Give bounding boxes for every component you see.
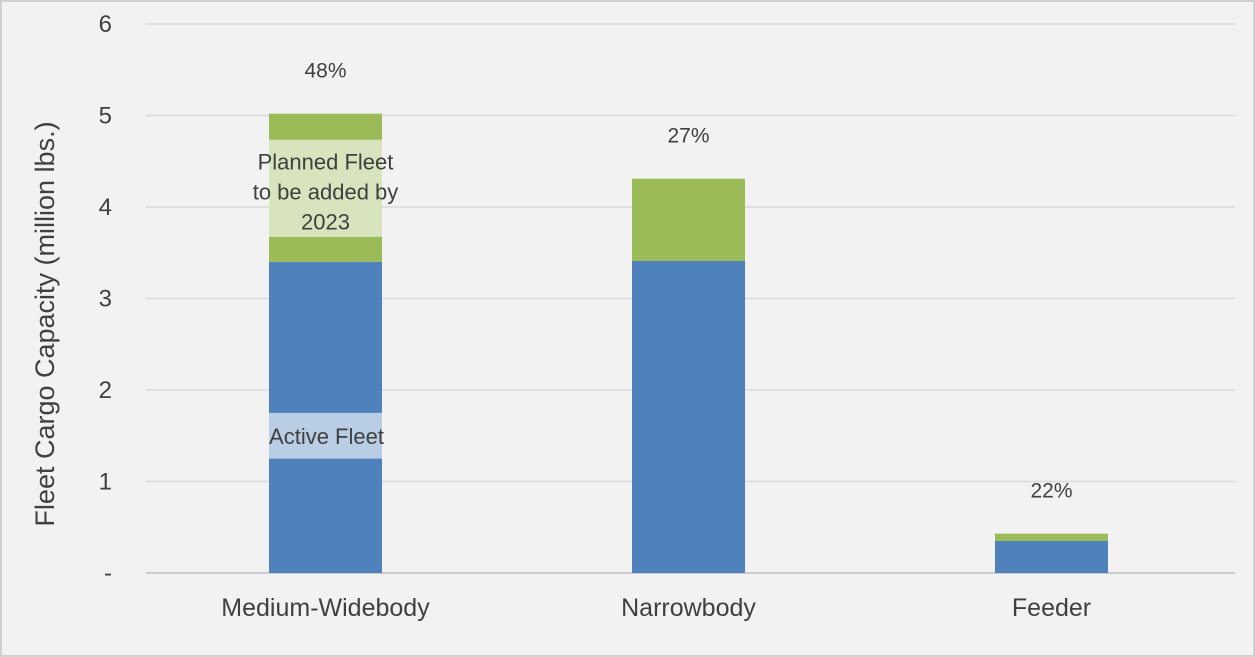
annotation-planned-line: to be added by	[253, 180, 399, 205]
x-axis-categories: Medium-Widebody Narrowbody Feeder	[221, 594, 1091, 622]
y-tick-label: -	[104, 560, 112, 587]
annotation-box-planned	[269, 139, 382, 237]
bar-segment	[995, 533, 1108, 541]
annotation-planned-line: Planned Fleet	[258, 150, 394, 175]
percent-labels: 48% 27% 22%	[304, 60, 1072, 503]
y-axis-label: Fleet Cargo Capacity (million lbs.)	[30, 121, 60, 526]
annotation-planned-line: 2023	[301, 210, 350, 235]
bar-segment	[995, 540, 1108, 573]
y-tick-label: 1	[99, 469, 112, 496]
annotations: Planned Fleet to be added by 2023 Active Fl…	[253, 139, 399, 459]
y-tick-label: 6	[99, 11, 112, 38]
y-tick-label: 4	[99, 194, 112, 221]
percent-label: 48%	[304, 60, 346, 83]
y-tick-label: 3	[99, 286, 112, 313]
x-category-label: Medium-Widebody	[221, 594, 430, 622]
bar-segment	[632, 260, 745, 573]
bar-segment	[632, 178, 745, 261]
y-tick-label: 5	[99, 103, 112, 130]
percent-label: 27%	[667, 125, 709, 148]
annotation-active: Active Fleet	[269, 424, 384, 449]
y-axis-ticks: - 1 2 3 4 5 6	[99, 11, 112, 587]
percent-label: 22%	[1030, 480, 1072, 503]
annotation-box-active	[269, 412, 382, 459]
x-category-label: Feeder	[1012, 594, 1091, 622]
x-category-label: Narrowbody	[621, 594, 756, 622]
y-tick-label: 2	[99, 377, 112, 404]
